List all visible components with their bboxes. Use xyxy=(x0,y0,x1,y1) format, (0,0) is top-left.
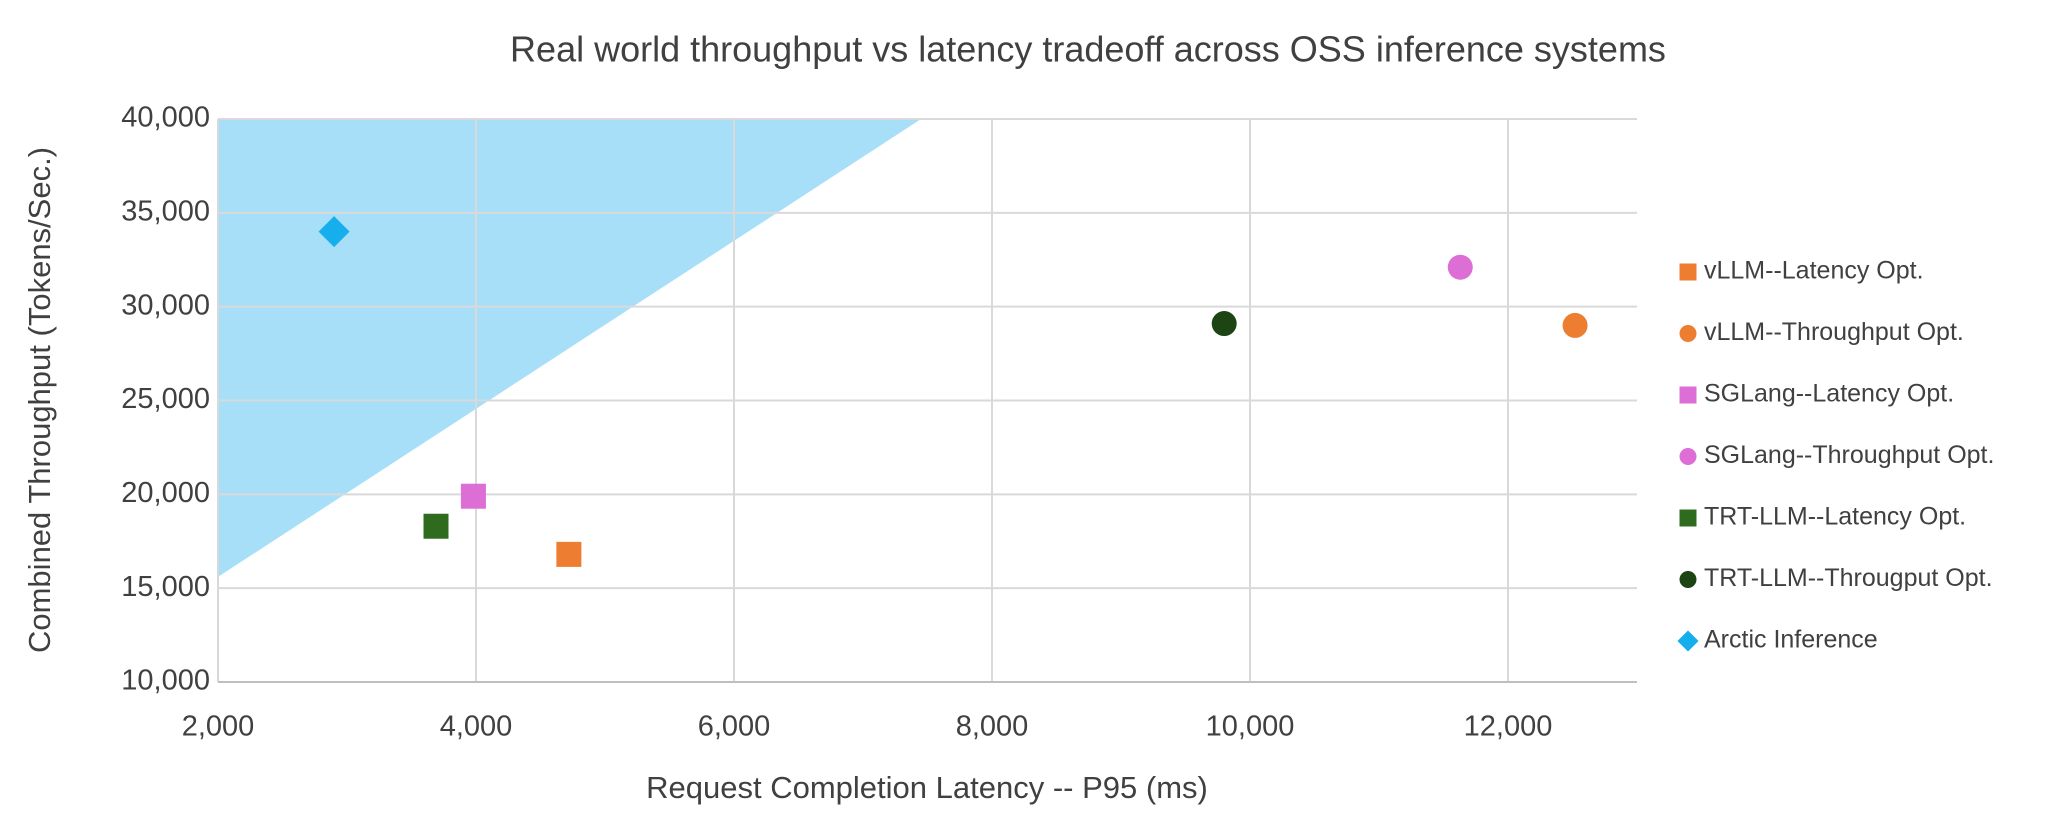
y-tick-label: 40,000 xyxy=(121,102,210,134)
legend-label: TRT-LLM--Latency Opt. xyxy=(1704,503,1966,531)
x-tick-label: 10,000 xyxy=(1206,711,1295,743)
x-tick-label: 8,000 xyxy=(956,711,1029,743)
legend-label: vLLM--Latency Opt. xyxy=(1704,257,1924,285)
legend-label: SGLang--Throughput Opt. xyxy=(1704,441,1994,469)
y-tick-label: 25,000 xyxy=(121,383,210,415)
x-tick-label: 4,000 xyxy=(440,711,513,743)
y-tick-label: 35,000 xyxy=(121,195,210,227)
x-tick-label: 6,000 xyxy=(698,711,771,743)
point xyxy=(460,483,486,509)
legend-marker xyxy=(1677,630,1699,652)
point xyxy=(1562,312,1588,338)
y-tick-label: 10,000 xyxy=(121,665,210,697)
point xyxy=(1447,254,1473,280)
y-tick-label: 20,000 xyxy=(121,477,210,509)
x-tick-label: 2,000 xyxy=(182,711,255,743)
legend-marker xyxy=(1679,263,1697,281)
legend-marker xyxy=(1679,325,1697,342)
legend-label: SGLang--Latency Opt. xyxy=(1704,380,1954,408)
x-axis-label: Request Completion Latency -- P95 (ms) xyxy=(646,770,1208,805)
chart-title: Real world throughput vs latency tradeof… xyxy=(510,29,1666,70)
legend-label: TRT-LLM--Througput Opt. xyxy=(1704,564,1993,592)
y-axis-label: Combined Throughput (Tokens/Sec.) xyxy=(22,147,57,653)
shaded-region xyxy=(218,119,922,577)
legend-marker xyxy=(1679,386,1697,404)
legend-marker xyxy=(1679,448,1697,465)
y-tick-label: 15,000 xyxy=(121,571,210,603)
legend-marker xyxy=(1679,571,1697,588)
y-tick-label: 30,000 xyxy=(121,289,210,321)
legend-label: vLLM--Throughput Opt. xyxy=(1704,318,1964,346)
legend-marker xyxy=(1679,509,1697,527)
point xyxy=(423,513,449,539)
x-tick-label: 12,000 xyxy=(1464,711,1553,743)
point xyxy=(318,216,350,248)
legend-label: Arctic Inference xyxy=(1704,626,1878,654)
point xyxy=(556,541,582,567)
point xyxy=(1211,311,1237,337)
